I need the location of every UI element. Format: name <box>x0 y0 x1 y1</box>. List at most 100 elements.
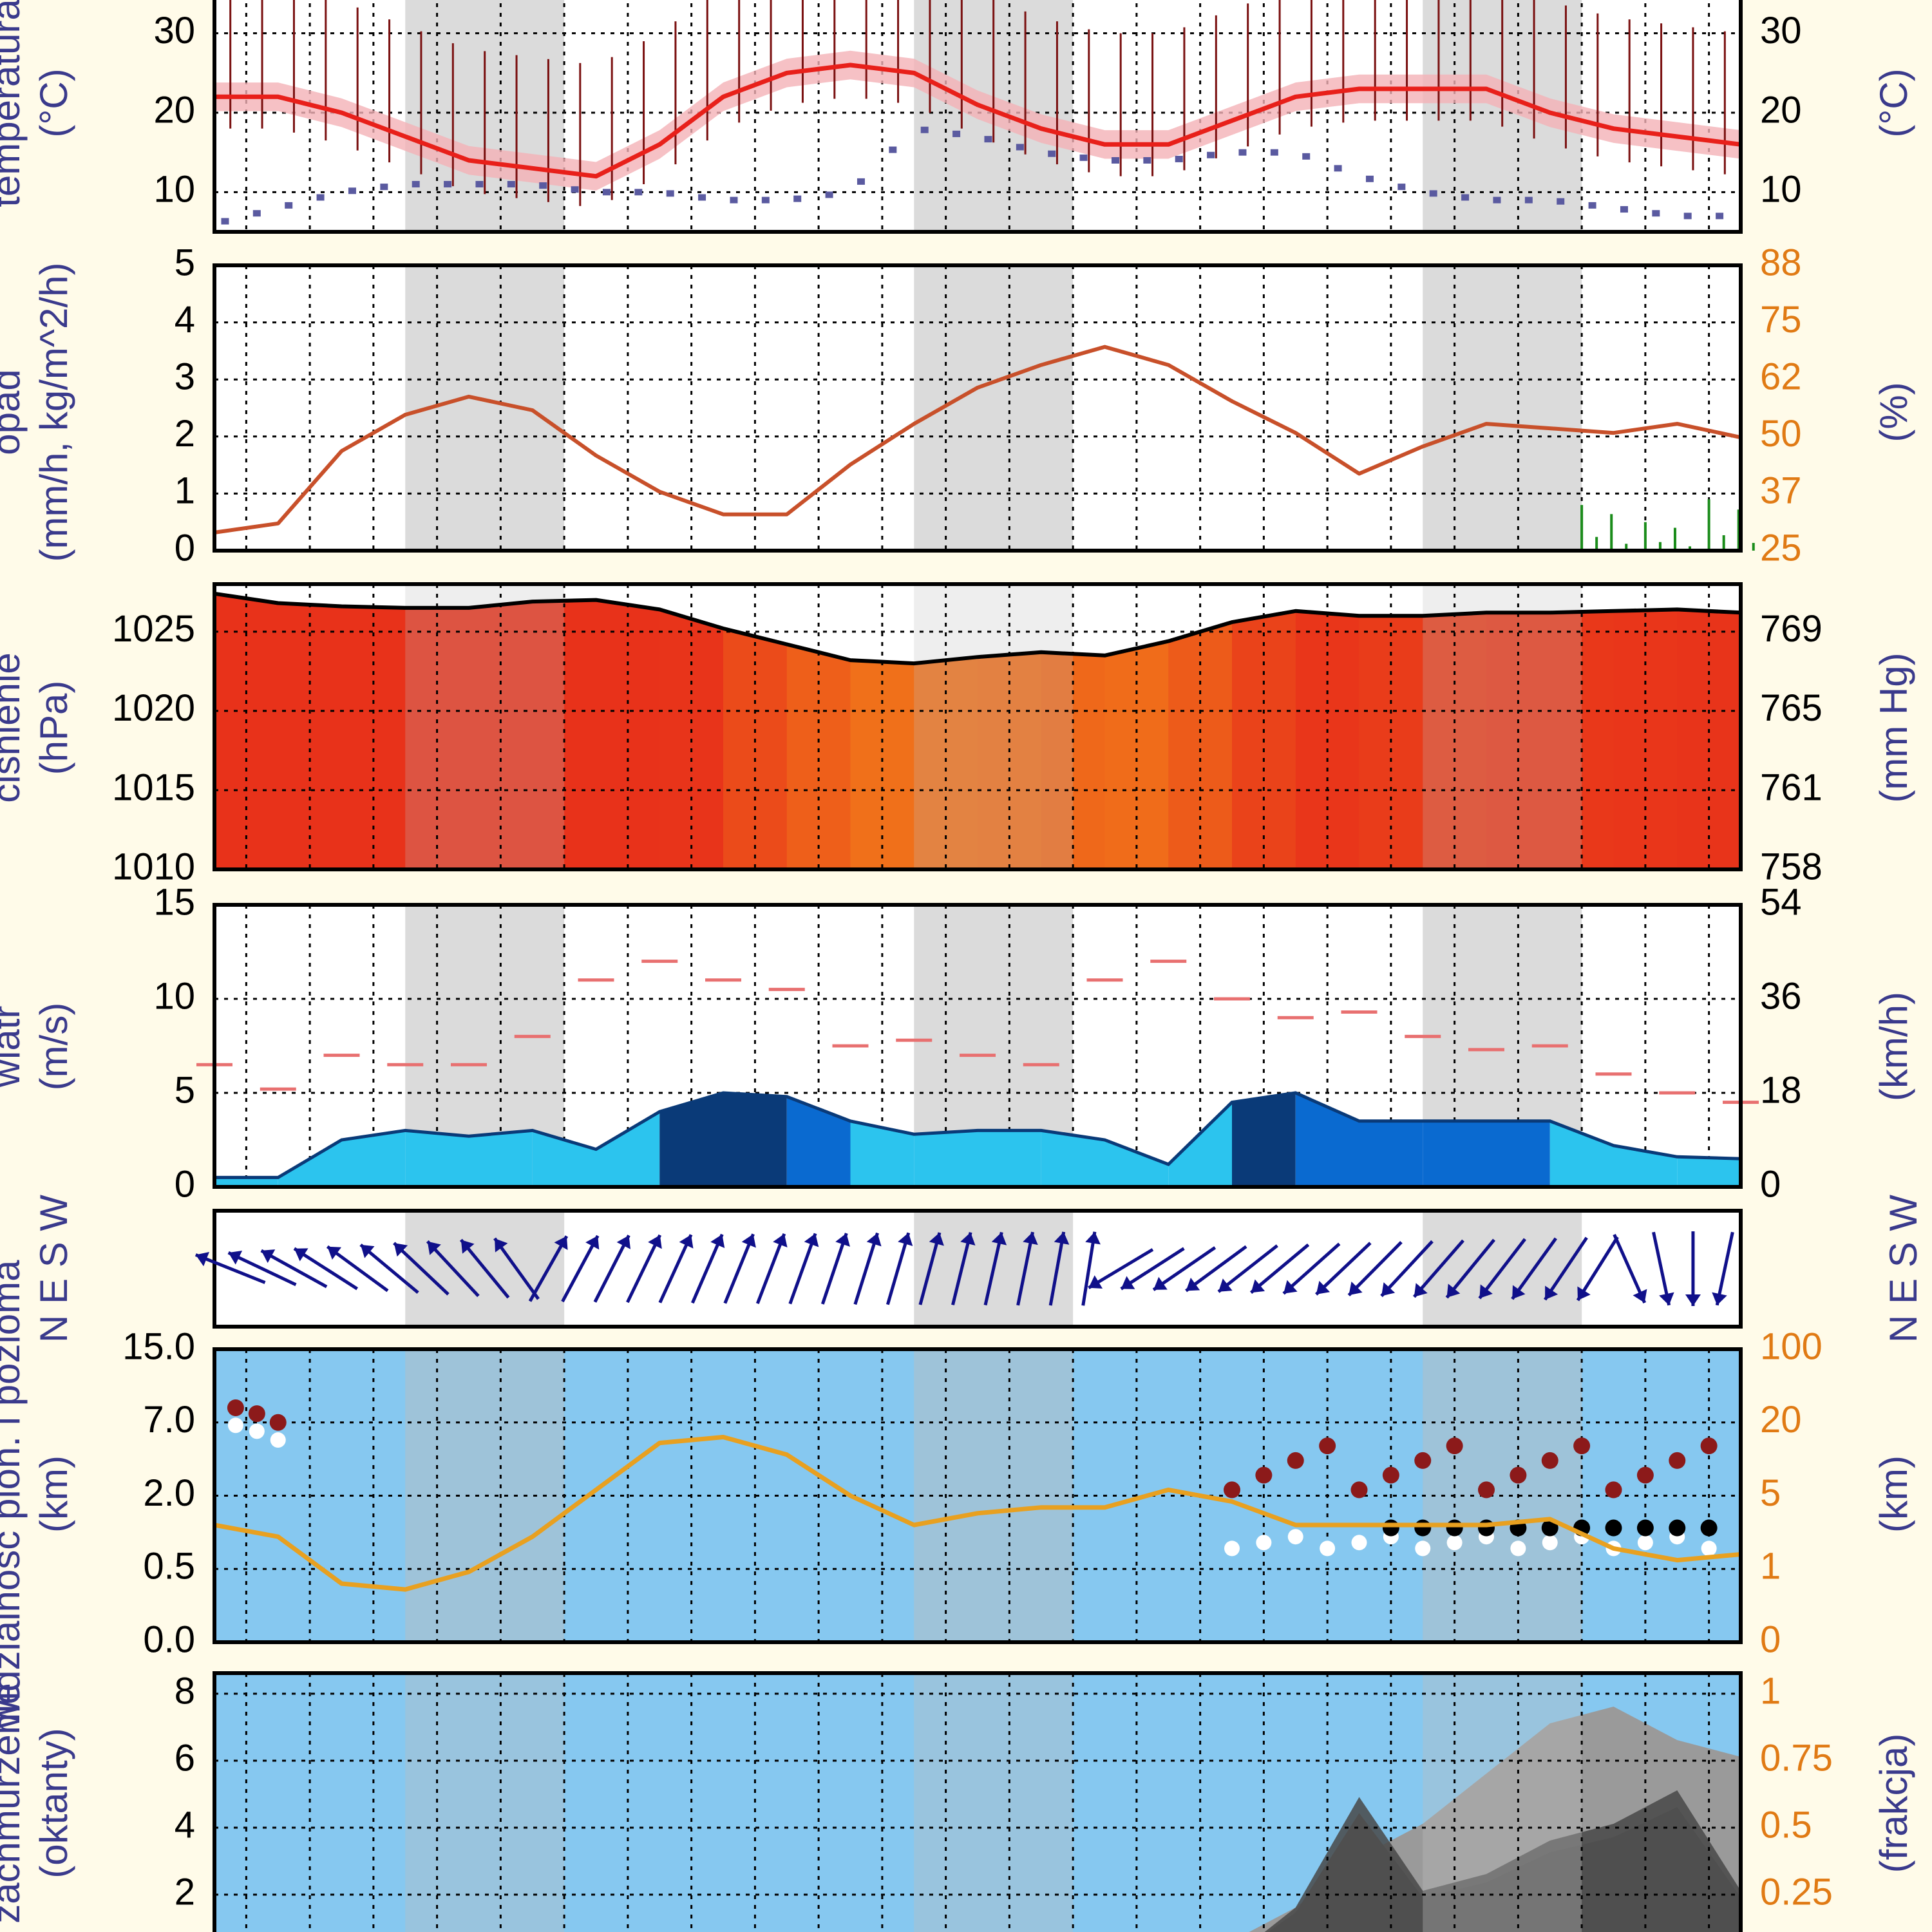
wind-speed-fill <box>469 1130 533 1187</box>
wind-direction-arrow <box>1412 1239 1464 1298</box>
dewpoint-point <box>475 181 484 187</box>
dewpoint-point <box>1143 157 1151 164</box>
visibility-right-unit: (km) <box>1872 1455 1915 1533</box>
dewpoint-point <box>1111 157 1119 164</box>
direction-right-compass: N E S W <box>1882 1195 1925 1343</box>
dewpoint-point <box>348 187 356 194</box>
wind-direction-arrowhead <box>585 1235 600 1250</box>
wind-direction-arrow <box>886 1232 911 1305</box>
visibility-right-tick: 0 <box>1760 1618 1781 1660</box>
wind-direction-arrow <box>593 1235 630 1303</box>
pressure-left-tick: 1010 <box>112 846 195 887</box>
pressure-frame <box>213 582 1743 871</box>
visibility-red-dot <box>1319 1437 1336 1455</box>
wind-direction-arrow <box>951 1232 972 1305</box>
precipitation-night-band <box>914 265 1074 551</box>
dewpoint-point <box>1238 149 1247 156</box>
visibility-white-dot <box>270 1432 286 1448</box>
visibility-black-dot <box>1446 1519 1463 1537</box>
wind-direction-arrowhead <box>773 1233 788 1247</box>
wind-direction-arrow <box>1511 1237 1557 1300</box>
pressure-fill-strip <box>1677 584 1741 869</box>
visibility-red-dot <box>1605 1481 1622 1499</box>
wind-direction-arrowhead <box>648 1235 662 1249</box>
pressure-fill-strip <box>1232 584 1296 869</box>
precipitation-left-tick: 5 <box>175 242 195 283</box>
dewpoint-point <box>666 190 674 197</box>
wind-direction-arrowhead <box>327 1246 341 1260</box>
visibility-red-dot <box>1636 1466 1654 1484</box>
visibility-white-dot <box>1256 1535 1272 1551</box>
wind-direction-arrowhead <box>1545 1285 1558 1300</box>
precipitation-left-unit: (mm/h, kg/m^2/h) <box>32 263 75 562</box>
dewpoint-point <box>1016 144 1024 151</box>
wind-direction-arrow <box>1088 1248 1154 1289</box>
visibility-right-tick: 20 <box>1760 1399 1802 1441</box>
wind-speed-fill <box>1168 1102 1232 1187</box>
wind-left-tick: 5 <box>175 1069 195 1111</box>
temperature-right-unit: (°C) <box>1872 68 1915 137</box>
visibility-red-dot <box>248 1405 265 1423</box>
wind-left-tick: 0 <box>175 1163 195 1205</box>
visibility-left-tick: 15.0 <box>122 1325 195 1367</box>
precipitation-right-tick: 25 <box>1760 527 1802 569</box>
wind-direction-arrowhead <box>1153 1276 1168 1290</box>
visibility-white-dot <box>249 1423 265 1439</box>
dewpoint-point <box>1557 198 1565 205</box>
wind-direction-arrow <box>983 1231 1003 1306</box>
wind-direction-arrowhead <box>1085 1231 1101 1245</box>
direction-left-compass: N E S W <box>32 1195 75 1343</box>
wind-panel <box>196 903 1759 1189</box>
pressure-right-tick: 765 <box>1760 687 1823 729</box>
dewpoint-point <box>889 146 897 153</box>
wind-direction-arrowhead <box>228 1251 243 1265</box>
wind-direction-arrow <box>426 1240 480 1298</box>
dewpoint-point <box>1302 153 1311 160</box>
visibility-white-dot <box>1701 1540 1717 1557</box>
visibility-white-dot <box>1351 1535 1367 1551</box>
wind-direction-arrowhead <box>710 1234 725 1249</box>
wind-direction-arrow <box>1445 1238 1495 1299</box>
temperature-right-tick: 30 <box>1760 10 1802 52</box>
dewpoint-point <box>1334 165 1342 172</box>
visibility-black-dot <box>1541 1519 1558 1537</box>
dewpoint-point <box>316 194 325 201</box>
clouds-left-title: zachmurzenie <box>0 1683 28 1924</box>
visibility-red-dot <box>1287 1452 1304 1469</box>
wind-direction-arrow <box>1478 1238 1526 1300</box>
wind-direction-arrow <box>723 1233 755 1304</box>
wind-left-tick: 15 <box>153 881 195 923</box>
visibility-white-dot <box>1446 1535 1463 1551</box>
visibility-left-tick: 0.0 <box>143 1618 195 1660</box>
visibility-black-dot <box>1478 1519 1495 1537</box>
wind-direction-arrowhead <box>741 1234 756 1248</box>
dewpoint-point <box>507 181 515 187</box>
wind-direction-arrow <box>1185 1245 1247 1293</box>
temperature-left-unit: (°C) <box>32 68 75 137</box>
precipitation-right-tick: 50 <box>1760 413 1802 455</box>
dewpoint-point <box>730 196 738 204</box>
direction-panel <box>194 1209 1743 1329</box>
wind-direction-arrow <box>194 1253 266 1284</box>
wind-left-title: wiatr <box>0 1006 28 1088</box>
clouds-right-tick: 1 <box>1760 1670 1781 1712</box>
clouds-left-tick: 2 <box>175 1871 195 1913</box>
temperature-left-tick: 30 <box>153 10 195 52</box>
wind-direction-arrow <box>755 1233 786 1305</box>
dewpoint-point <box>1683 213 1692 220</box>
temperature-frame <box>213 0 1743 234</box>
dewpoint-point <box>1524 196 1533 204</box>
wind-speed-fill <box>1677 1157 1741 1187</box>
wind-direction-arrow <box>1048 1231 1066 1306</box>
direction-frame <box>213 1209 1743 1329</box>
wind-direction-arrowhead <box>1054 1231 1070 1245</box>
cloud-base-line <box>214 1435 1741 1592</box>
wind-direction-arrow <box>1347 1241 1403 1296</box>
dewpoint-point <box>252 210 261 217</box>
visibility-red-dot <box>1350 1481 1368 1499</box>
wind-speed-fill <box>786 1096 851 1187</box>
clouds-panel <box>213 1671 1743 1932</box>
clouds-night-band <box>1423 1673 1582 1932</box>
dewpoint-point <box>539 182 547 189</box>
